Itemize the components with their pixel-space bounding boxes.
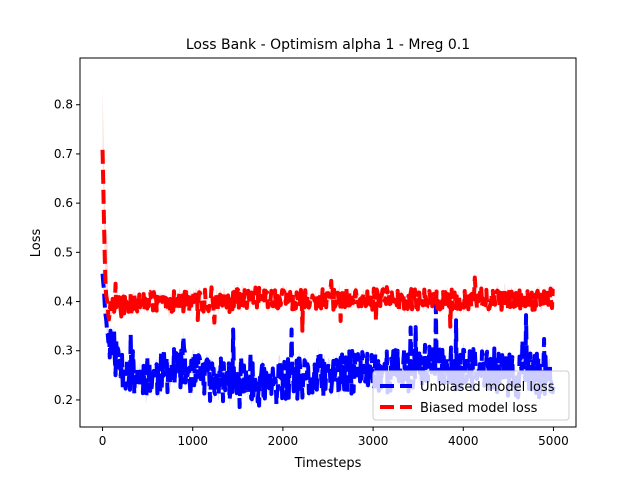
y-tick-label: 0.7 [54, 147, 73, 161]
x-tick-label: 1000 [177, 434, 208, 448]
y-tick-label: 0.6 [54, 196, 73, 210]
y-tick-label: 0.5 [54, 245, 73, 259]
x-tick-label: 5000 [538, 434, 569, 448]
y-axis-label: Loss [29, 229, 44, 258]
x-tick-label: 0 [99, 434, 107, 448]
x-tick-label: 2000 [268, 434, 299, 448]
x-axis-ticks: 0 1000 2000 3000 4000 5000 [99, 427, 569, 448]
y-tick-label: 0.3 [54, 344, 73, 358]
x-tick-label: 4000 [448, 434, 479, 448]
x-tick-label: 3000 [358, 434, 389, 448]
legend-label-unbiased: Unbiased model loss [420, 380, 555, 395]
legend-box [372, 370, 570, 421]
y-tick-label: 0.4 [54, 295, 73, 309]
y-axis-ticks: 0.2 0.3 0.4 0.5 0.6 0.7 0.8 [54, 98, 80, 407]
series-line-unbiased [100, 273, 556, 410]
chart-title: Loss Bank - Optimism alpha 1 - Mreg 0.1 [186, 37, 470, 53]
axes-frame [79, 57, 577, 428]
legend: Unbiased model loss Biased model loss [372, 370, 570, 421]
y-tick-label: 0.8 [54, 98, 73, 112]
series-band-biased [102, 85, 554, 336]
legend-label-biased: Biased model loss [420, 401, 538, 416]
series-line-biased [100, 149, 555, 333]
y-tick-label: 0.2 [54, 393, 73, 407]
x-axis-label: Timesteps [294, 456, 362, 471]
